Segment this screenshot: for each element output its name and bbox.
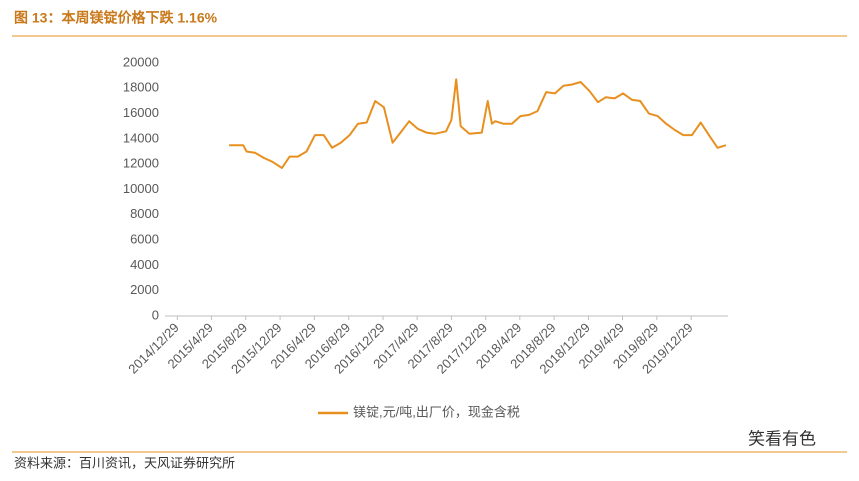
y-tick-label: 18000: [123, 80, 159, 95]
y-tick-label: 2000: [130, 282, 159, 297]
y-tick-label: 10000: [123, 181, 159, 196]
y-tick-label: 8000: [130, 206, 159, 221]
chart-title: 图 13：本周镁锭价格下跌 1.16%: [14, 10, 218, 26]
y-tick-label: 14000: [123, 130, 159, 145]
source: 资料来源：百川资讯，天风证券研究所: [14, 455, 235, 470]
watermark: 笑看有色: [748, 429, 816, 448]
y-tick-label: 4000: [130, 257, 159, 272]
legend-label: 镁锭,元/吨,出厂价，现金含税: [353, 404, 520, 419]
y-tick-label: 20000: [123, 54, 159, 69]
y-tick-label: 16000: [123, 105, 159, 120]
y-tick-label: 12000: [123, 156, 159, 171]
series-line: [229, 78, 727, 169]
y-tick-label: 0: [152, 307, 159, 322]
y-tick-label: 6000: [130, 232, 159, 247]
